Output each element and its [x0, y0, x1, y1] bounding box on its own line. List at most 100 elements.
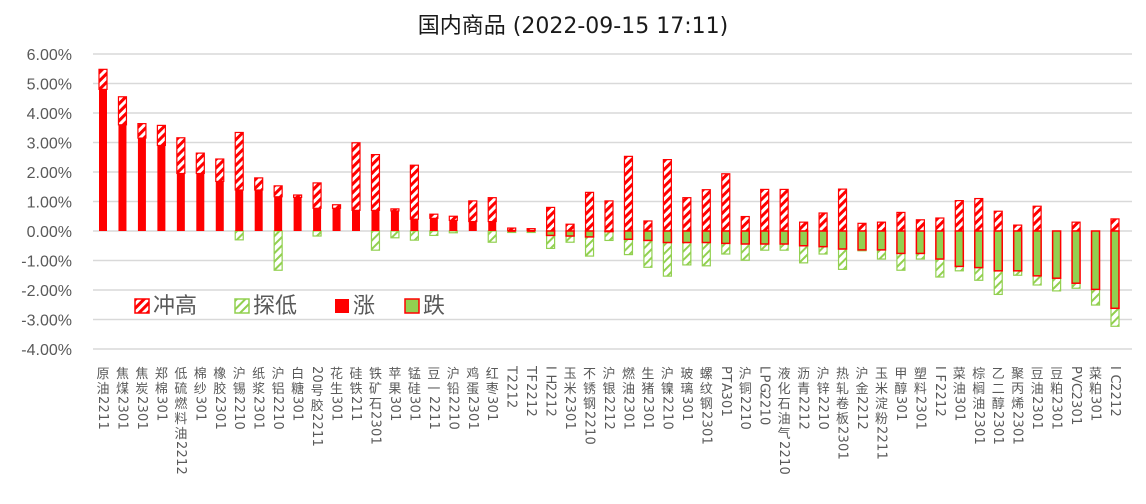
high-bar: [546, 206, 556, 232]
up-bar: [352, 210, 360, 231]
svg-text:0: 0: [367, 428, 382, 436]
svg-text:2: 2: [776, 441, 791, 449]
svg-text:3: 3: [1068, 400, 1083, 408]
svg-text:0: 0: [445, 422, 460, 430]
svg-text:1: 1: [1107, 400, 1122, 408]
up-bar: [488, 221, 497, 231]
up-bar: [371, 210, 380, 231]
low-bar: [584, 236, 595, 257]
low-bar: [1032, 275, 1042, 286]
svg-text:0: 0: [1010, 428, 1025, 436]
svg-text:米: 米: [564, 382, 577, 397]
down-bar: [896, 230, 906, 255]
svg-text:2: 2: [543, 392, 558, 400]
svg-text:2: 2: [737, 396, 752, 404]
svg-text:2: 2: [601, 396, 616, 404]
svg-text:3: 3: [698, 420, 713, 428]
low-bar: [429, 230, 439, 237]
x-axis-labels: 原油2211焦煤2301焦炭2301郑棉301低硫燃料油2212棉纱301橡胶2…: [95, 365, 1122, 475]
svg-text:米: 米: [875, 382, 888, 397]
high-bar: [331, 204, 342, 209]
bar-group: [1090, 230, 1101, 306]
svg-text:1: 1: [426, 422, 441, 430]
up-bar: [449, 220, 458, 231]
svg-text:1: 1: [1088, 413, 1103, 421]
svg-text:2: 2: [134, 396, 149, 404]
svg-text:苹: 苹: [388, 367, 401, 382]
legend-item: 探低: [234, 294, 297, 319]
svg-text:2: 2: [815, 405, 830, 413]
svg-text:枣: 枣: [486, 382, 499, 397]
svg-text:玉: 玉: [875, 367, 888, 382]
svg-text:2: 2: [173, 441, 188, 449]
svg-text:2: 2: [562, 396, 577, 404]
svg-text:甲: 甲: [894, 367, 907, 382]
svg-text:轧: 轧: [836, 382, 849, 397]
svg-text:3: 3: [679, 396, 694, 404]
svg-text:3: 3: [620, 405, 635, 413]
svg-text:2: 2: [212, 396, 227, 404]
svg-text:1: 1: [873, 443, 888, 451]
down-bar: [740, 230, 750, 245]
svg-text:2: 2: [932, 409, 947, 417]
svg-text:1: 1: [114, 422, 129, 430]
down-bar: [604, 230, 614, 233]
svg-text:石: 石: [778, 397, 791, 412]
svg-text:菜: 菜: [1089, 367, 1102, 382]
svg-text:P: P: [757, 375, 772, 383]
svg-text:3: 3: [1010, 420, 1025, 428]
svg-text:沪: 沪: [233, 366, 246, 382]
high-bar: [662, 159, 672, 232]
svg-text:0: 0: [153, 405, 168, 413]
svg-text:燃: 燃: [174, 396, 187, 412]
svg-text:L: L: [757, 366, 772, 374]
low-bar: [799, 245, 809, 264]
svg-text:卷: 卷: [836, 396, 849, 412]
low-bar: [682, 241, 692, 266]
svg-text:2: 2: [1010, 411, 1025, 419]
svg-text:油: 油: [622, 382, 635, 397]
svg-text:1: 1: [932, 400, 947, 408]
bar-group: [370, 153, 381, 251]
svg-text:1: 1: [134, 422, 149, 430]
svg-text:油: 油: [972, 397, 985, 412]
bar-group: [215, 158, 225, 231]
bar-group: [390, 208, 400, 239]
high-bar: [429, 213, 439, 219]
svg-text:油: 油: [96, 382, 109, 397]
low-bar: [876, 249, 887, 260]
svg-text:2: 2: [582, 420, 597, 428]
svg-text:璃: 璃: [680, 382, 693, 397]
svg-text:1: 1: [406, 413, 421, 421]
svg-text:2: 2: [971, 411, 986, 419]
svg-text:铁: 铁: [349, 382, 362, 397]
up-bar: [235, 189, 244, 231]
high-bar: [195, 152, 205, 175]
low-bar: [818, 246, 828, 255]
legend-label: 跌: [423, 294, 445, 319]
svg-text:菜: 菜: [953, 367, 966, 382]
high-bar: [993, 210, 1003, 232]
svg-text:胶: 胶: [213, 381, 226, 397]
svg-text:T: T: [523, 365, 538, 374]
svg-text:3: 3: [192, 396, 207, 404]
bar-group: [351, 142, 361, 231]
svg-text:低: 低: [174, 367, 187, 382]
svg-text:二: 二: [992, 382, 1005, 397]
svg-text:丙: 丙: [1011, 382, 1024, 397]
svg-text:2: 2: [1029, 396, 1044, 404]
high-bar: [565, 223, 575, 232]
bar-group: [507, 227, 517, 234]
y-tick-label: 0.00%: [27, 224, 72, 241]
svg-text:2: 2: [815, 396, 830, 404]
svg-text:2: 2: [445, 396, 460, 404]
low-bar: [370, 230, 381, 251]
high-bar: [351, 142, 361, 211]
svg-text:焦: 焦: [135, 367, 148, 382]
